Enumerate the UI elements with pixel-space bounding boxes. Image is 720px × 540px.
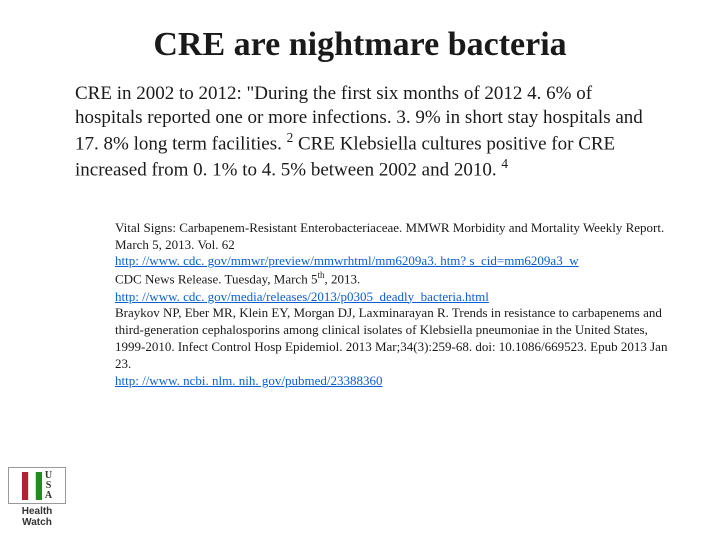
logo-a: A [45, 491, 52, 501]
ref-2b: , 2013. [325, 272, 361, 287]
ref-3: Braykov NP, Eber MR, Klein EY, Morgan DJ… [115, 305, 670, 373]
ref-2-th: th [317, 270, 324, 280]
ref-link-2[interactable]: http: //www. cdc. gov/media/releases/201… [115, 289, 489, 304]
ref-link-1[interactable]: http: //www. cdc. gov/mmwr/preview/mmwrh… [115, 253, 579, 268]
slide-container: CRE are nightmare bacteria CRE in 2002 t… [0, 0, 720, 540]
flag-icon [22, 472, 42, 500]
logo-label: Health Watch [8, 506, 66, 528]
ref-link-3[interactable]: http: //www. ncbi. nlm. nih. gov/pubmed/… [115, 373, 382, 388]
references-block: Vital Signs: Carbapenem-Resistant Entero… [40, 220, 680, 390]
ref-1: Vital Signs: Carbapenem-Resistant Entero… [115, 220, 670, 254]
ref-2: CDC News Release. Tuesday, March 5th, 20… [115, 270, 670, 288]
slide-title: CRE are nightmare bacteria [40, 26, 680, 64]
logo-box: U S A [8, 467, 66, 504]
body-paragraph: CRE in 2002 to 2012: "During the first s… [40, 82, 680, 182]
superscript-4: 4 [501, 156, 508, 171]
health-watch-logo: U S A Health Watch [8, 467, 66, 528]
usa-letters: U S A [45, 471, 52, 501]
ref-2a: CDC News Release. Tuesday, March 5 [115, 272, 317, 287]
